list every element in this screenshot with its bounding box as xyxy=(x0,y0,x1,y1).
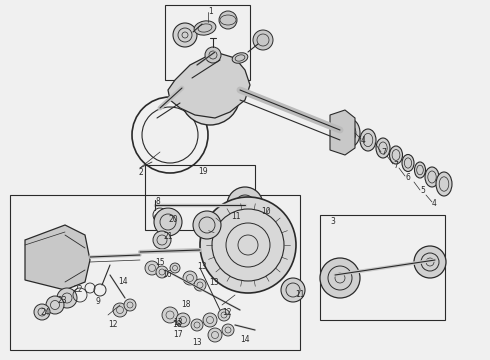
Text: 13: 13 xyxy=(209,278,219,287)
Circle shape xyxy=(200,197,296,293)
Polygon shape xyxy=(168,52,250,118)
Text: 1: 1 xyxy=(208,7,213,16)
Ellipse shape xyxy=(340,119,360,147)
Circle shape xyxy=(203,313,217,327)
Circle shape xyxy=(156,266,168,278)
Text: 20: 20 xyxy=(168,215,178,224)
Text: 2: 2 xyxy=(138,168,143,177)
Ellipse shape xyxy=(390,146,402,164)
Text: 7: 7 xyxy=(393,161,398,170)
Circle shape xyxy=(183,271,197,285)
Text: 11: 11 xyxy=(231,212,241,221)
Circle shape xyxy=(170,263,180,273)
Ellipse shape xyxy=(436,172,452,196)
Ellipse shape xyxy=(194,21,216,35)
Text: 18: 18 xyxy=(181,300,191,309)
Text: 14: 14 xyxy=(240,335,249,344)
Circle shape xyxy=(46,296,64,314)
Bar xyxy=(145,165,255,230)
Circle shape xyxy=(222,324,234,336)
Bar xyxy=(10,195,300,350)
Text: 9: 9 xyxy=(95,297,100,306)
Ellipse shape xyxy=(402,154,414,171)
Text: 8: 8 xyxy=(155,197,160,206)
Bar xyxy=(320,215,445,320)
Bar xyxy=(165,5,250,80)
Text: 17: 17 xyxy=(173,330,183,339)
Circle shape xyxy=(191,319,203,331)
Ellipse shape xyxy=(360,129,376,151)
Ellipse shape xyxy=(232,53,248,63)
Circle shape xyxy=(193,211,221,239)
Text: 15: 15 xyxy=(155,258,165,267)
Text: 7: 7 xyxy=(381,148,386,157)
Circle shape xyxy=(153,231,171,249)
Circle shape xyxy=(253,30,273,50)
Text: 14: 14 xyxy=(118,277,127,286)
Circle shape xyxy=(145,261,159,275)
Text: 5: 5 xyxy=(420,186,425,195)
Circle shape xyxy=(113,303,127,317)
Text: 13: 13 xyxy=(197,262,207,271)
Text: 3: 3 xyxy=(330,217,335,226)
Circle shape xyxy=(194,279,206,291)
Text: 13: 13 xyxy=(173,318,183,327)
Ellipse shape xyxy=(425,167,439,187)
Text: 16: 16 xyxy=(162,270,171,279)
Circle shape xyxy=(154,208,182,236)
Text: 13: 13 xyxy=(192,338,201,347)
Text: 11: 11 xyxy=(295,290,304,299)
Text: 6: 6 xyxy=(405,173,410,182)
Circle shape xyxy=(180,65,240,125)
Circle shape xyxy=(208,328,222,342)
Text: 12: 12 xyxy=(222,308,231,317)
Ellipse shape xyxy=(415,162,425,178)
Circle shape xyxy=(176,313,190,327)
Circle shape xyxy=(205,47,221,63)
Text: 18: 18 xyxy=(172,320,181,329)
Circle shape xyxy=(320,258,360,298)
Text: 22: 22 xyxy=(73,285,82,294)
Circle shape xyxy=(219,11,237,29)
Polygon shape xyxy=(25,225,90,290)
Circle shape xyxy=(57,288,77,308)
Polygon shape xyxy=(330,110,355,155)
Circle shape xyxy=(414,246,446,278)
Text: 12: 12 xyxy=(108,320,118,329)
Circle shape xyxy=(173,23,197,47)
Text: 21: 21 xyxy=(163,232,172,241)
Circle shape xyxy=(124,299,136,311)
Text: 23: 23 xyxy=(57,296,67,305)
Text: 4: 4 xyxy=(361,136,366,145)
Circle shape xyxy=(281,278,305,302)
Circle shape xyxy=(227,187,263,223)
Text: 10: 10 xyxy=(261,207,270,216)
Circle shape xyxy=(218,309,230,321)
Circle shape xyxy=(162,307,178,323)
Text: 4: 4 xyxy=(432,199,437,208)
Text: 24: 24 xyxy=(40,308,49,317)
Circle shape xyxy=(34,304,50,320)
Ellipse shape xyxy=(376,138,390,158)
Text: 19: 19 xyxy=(198,167,208,176)
